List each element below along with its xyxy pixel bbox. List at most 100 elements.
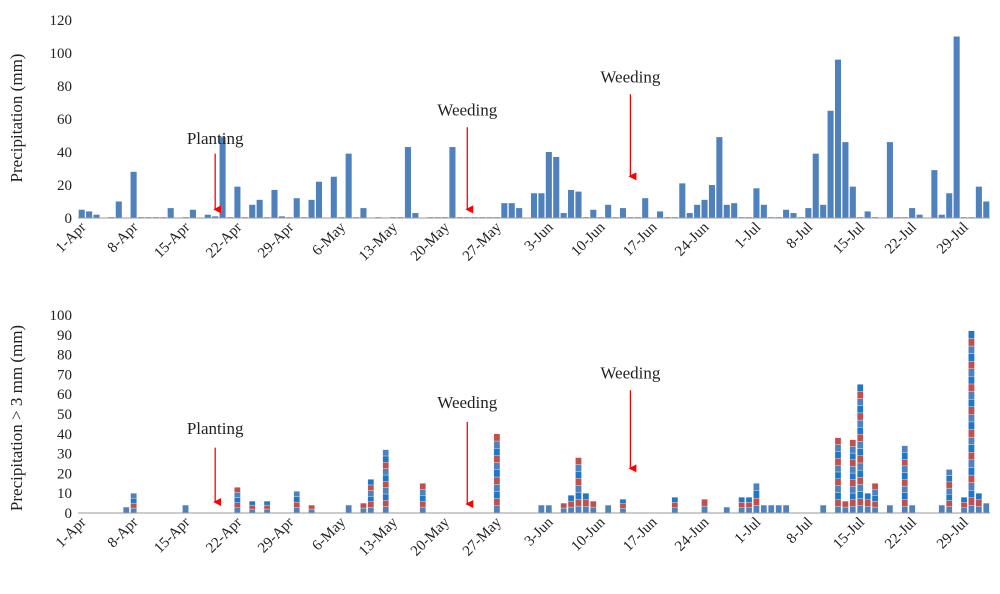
bar-segment (130, 502, 137, 509)
bar-segment (382, 462, 389, 469)
bar-segment (968, 338, 975, 347)
bar (605, 204, 612, 218)
bar-segment (857, 469, 864, 478)
bar-segment (938, 504, 945, 514)
x-tick-label: 22-Apr (203, 220, 245, 262)
bar (886, 142, 893, 218)
bar-segment (590, 506, 597, 514)
bar-segment (782, 504, 790, 514)
bar-segment (493, 433, 501, 442)
bar-segment (849, 472, 857, 480)
annotation-label: Planting (187, 419, 244, 438)
bar (212, 216, 219, 218)
bar (812, 153, 819, 218)
y-tick-label: 90 (57, 328, 72, 344)
bar (708, 185, 715, 218)
y-tick-label: 20 (57, 178, 72, 194)
bar-segment (857, 427, 864, 435)
bar (293, 198, 300, 218)
bar (560, 213, 567, 218)
bar-segment (857, 384, 864, 392)
bar-segment (968, 467, 975, 476)
bar (975, 186, 982, 218)
bar-segment (234, 507, 241, 514)
bar-segment (849, 446, 857, 454)
bar-segment (545, 504, 553, 514)
y-tick-label: 0 (65, 506, 73, 522)
bar (657, 211, 664, 218)
bar-segment (842, 500, 849, 508)
bar-segment (575, 485, 582, 493)
bar-segment (871, 489, 879, 496)
bar-segment (671, 507, 679, 514)
bar-segment (538, 504, 545, 514)
bar (909, 208, 916, 218)
x-tick-label: 15-Apr (151, 220, 193, 262)
bar-segment (946, 500, 953, 507)
bar-segment (968, 361, 975, 369)
bar-segment (968, 398, 975, 407)
x-tick-label: 10-Jun (568, 219, 609, 260)
bar (938, 214, 945, 218)
bar-segment (701, 505, 708, 514)
bar-segment (575, 498, 582, 507)
bar-segment (582, 499, 590, 507)
bar-segment (234, 502, 241, 509)
bar-segment (308, 504, 315, 510)
bar-segment (745, 502, 753, 508)
bar-segment (968, 383, 975, 392)
annotation-label: Weeding (437, 101, 497, 120)
bar-segment (983, 502, 990, 514)
bar-segment (901, 472, 908, 480)
bar (694, 204, 701, 218)
bar-segment (293, 496, 300, 503)
bar-segment (567, 495, 575, 502)
bar (753, 188, 760, 218)
bar-segment (849, 459, 857, 467)
bar (820, 204, 827, 218)
bar-segment (575, 478, 582, 486)
bar-segment (968, 444, 975, 453)
bar-segment (671, 497, 679, 503)
bar-segment (960, 497, 968, 503)
bar-segment (857, 412, 864, 421)
x-tick-label: 10-Jun (568, 514, 609, 555)
bar-segment (753, 483, 760, 491)
y-tick-label: 100 (50, 308, 73, 324)
bar-segment (849, 486, 857, 494)
bar-segment (901, 485, 908, 493)
y-tick-label: 20 (57, 466, 72, 482)
y-tick-label: 40 (57, 145, 72, 161)
bar-segment (834, 464, 842, 473)
bar-segment (590, 500, 597, 508)
bar (723, 204, 730, 218)
bar (315, 181, 323, 218)
x-tick-label: 22-Apr (203, 515, 245, 557)
bar-segment (582, 506, 590, 514)
bar-segment (419, 506, 426, 514)
bar (330, 176, 337, 218)
bar (827, 110, 834, 218)
bar (189, 209, 196, 218)
bar-segment (849, 479, 857, 487)
bar-segment (946, 481, 953, 489)
bar-segment (968, 482, 975, 491)
bar (642, 198, 649, 218)
x-tick-label: 3-Jun (522, 219, 557, 254)
bar (234, 186, 241, 218)
bar-segment (849, 506, 857, 514)
bar (760, 204, 767, 218)
x-tick-label: 22-Jul (882, 515, 920, 553)
bar-segment (560, 507, 567, 514)
x-tick-label: 8-Jul (784, 515, 817, 548)
bar-segment (575, 471, 582, 479)
x-tick-label: 1-Jul (732, 220, 765, 253)
annotation-label: Weeding (437, 393, 497, 412)
bar-segment (575, 457, 582, 465)
bar-segment (849, 466, 857, 474)
bar (508, 203, 515, 218)
bar-segment (560, 502, 567, 509)
x-tick-label: 29-Jul (934, 515, 972, 553)
bar-segment (968, 376, 975, 385)
